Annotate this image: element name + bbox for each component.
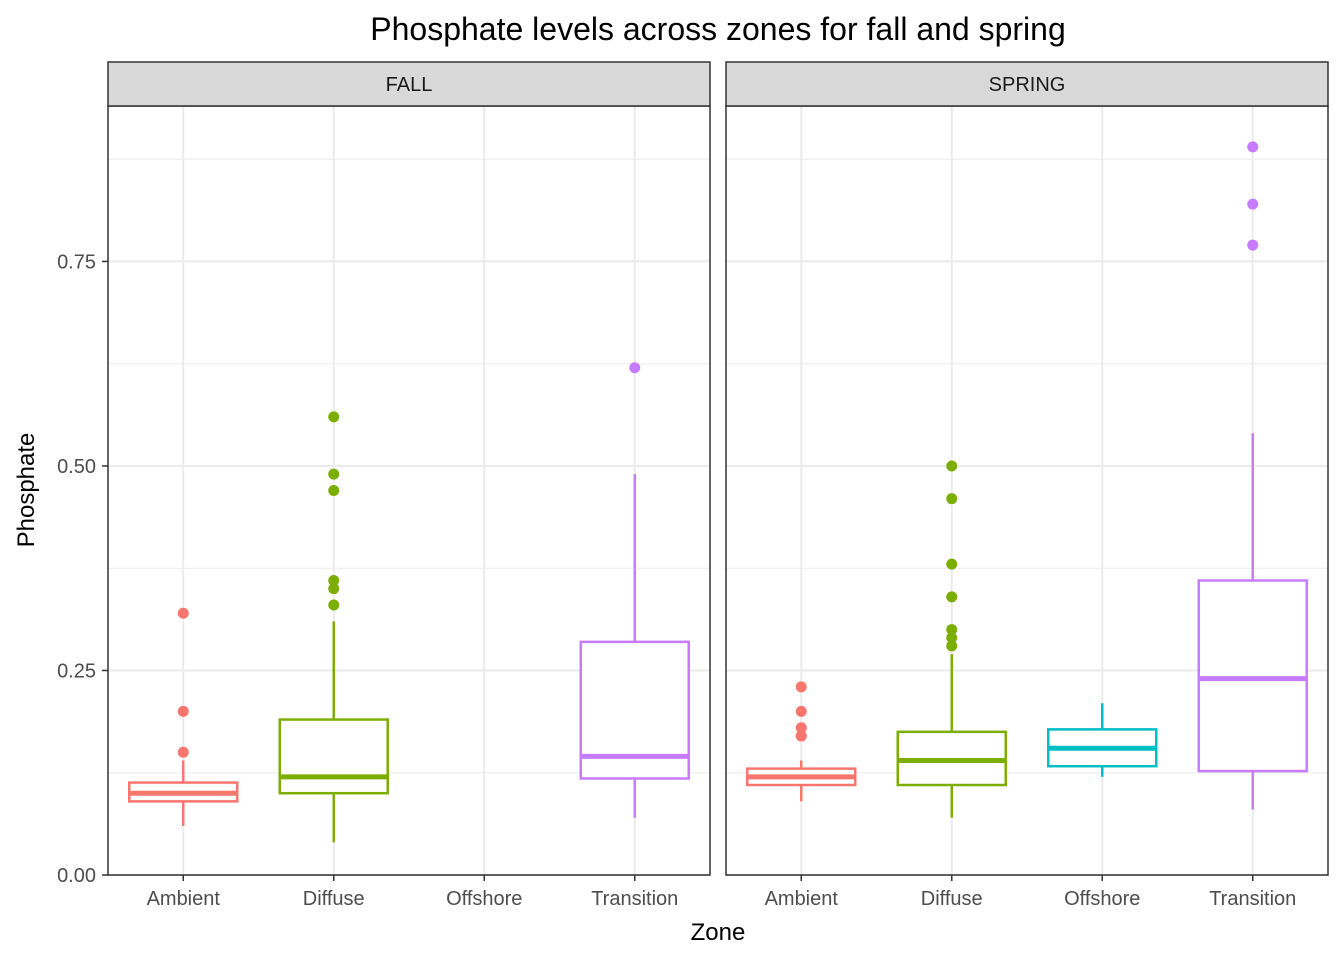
outlier-point [795, 681, 807, 693]
x-tick-label: Ambient [147, 888, 221, 910]
outlier-point [328, 574, 340, 586]
outlier-point [328, 411, 340, 423]
box-transition [579, 362, 690, 818]
box-transition [1197, 141, 1308, 810]
y-tick-label: 0.00 [57, 865, 96, 887]
x-tick-label: Transition [591, 888, 678, 910]
x-tick-label: Diffuse [921, 888, 983, 910]
outlier-point [1247, 141, 1259, 153]
facet-panel-spring: SPRING Ambient Diffuse Offshore Transition [725, 61, 1329, 910]
outlier-point [946, 558, 958, 570]
box-iqr [1197, 579, 1308, 773]
outlier-point [177, 746, 189, 758]
outlier-point [1247, 239, 1259, 251]
outlier-point [946, 493, 958, 505]
box-offshore [1047, 703, 1158, 777]
outlier-point [328, 485, 340, 496]
x-tick-label: Offshore [446, 888, 522, 910]
outlier-point [946, 591, 958, 603]
outlier-point [1247, 198, 1259, 210]
y-tick-label: 0.75 [57, 251, 96, 273]
y-axis-title: Phosphate [13, 433, 40, 548]
outlier-point [946, 460, 958, 472]
outlier-point [177, 705, 189, 717]
x-axis-title: Zone [691, 919, 746, 946]
box-ambient [128, 607, 239, 826]
facet-strip-label: SPRING [989, 74, 1066, 96]
outlier-point [795, 705, 807, 717]
box-ambient [746, 681, 857, 802]
outlier-point [946, 640, 958, 652]
x-tick-label: Diffuse [303, 888, 365, 910]
facet-panel-fall: FALL Ambient Diffuse Offshore Transition [107, 61, 711, 910]
facet-strip [725, 61, 1329, 107]
outlier-point [795, 722, 807, 734]
outlier-point [177, 607, 189, 619]
chart-title: Phosphate levels across zones for fall a… [370, 11, 1066, 47]
outlier-point [328, 599, 340, 611]
box-diffuse [278, 411, 389, 843]
x-tick-label: Ambient [765, 888, 839, 910]
outlier-point [629, 362, 641, 374]
outlier-point [946, 632, 958, 644]
box-iqr [278, 718, 389, 795]
y-tick-label: 0.25 [57, 660, 96, 682]
y-tick-label: 0.50 [57, 456, 96, 478]
outlier-point [795, 730, 807, 742]
outlier-point [328, 583, 340, 595]
outlier-point [946, 624, 958, 636]
box-diffuse [896, 460, 1007, 818]
x-tick-label: Offshore [1064, 888, 1140, 910]
x-tick-label: Transition [1209, 888, 1296, 910]
facet-strip-label: FALL [386, 74, 433, 96]
facet-strip [107, 61, 711, 107]
outlier-point [328, 468, 340, 480]
